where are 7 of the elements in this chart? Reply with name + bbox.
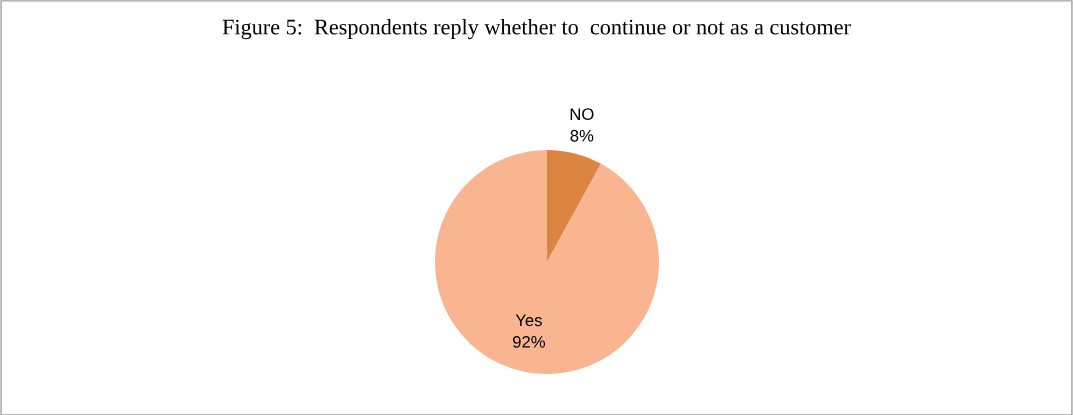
pie-slice <box>435 150 659 374</box>
chart-title: Figure 5: Respondents reply whether to continue or not as a customer <box>222 18 851 40</box>
data-label: 8% <box>570 129 594 142</box>
slice-label: Yes <box>515 314 542 327</box>
slice-label: NO <box>570 108 594 121</box>
pie-slice <box>547 150 601 262</box>
data-label: 92% <box>513 335 545 348</box>
